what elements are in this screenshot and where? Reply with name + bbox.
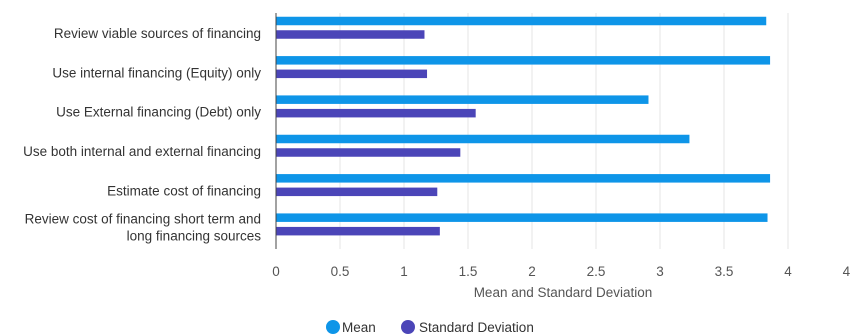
x-tick-label: 0 <box>272 264 280 279</box>
category-label: Review viable sources of financing <box>54 26 261 41</box>
category-labels: Review viable sources of financing Use in… <box>23 26 261 244</box>
bar-standard-deviation <box>276 108 476 118</box>
x-tick-label: 2 <box>528 264 536 279</box>
x-tick-label: 0.5 <box>331 264 350 279</box>
legend: Mean Standard Deviation <box>326 320 534 335</box>
bar-mean <box>276 95 649 104</box>
bar-standard-deviation <box>276 148 461 157</box>
bar-mean <box>276 134 690 144</box>
x-tick-label: 4.5 <box>843 264 850 279</box>
legend-marker-mean <box>326 320 340 334</box>
bar-mean <box>276 213 768 222</box>
x-tick-label: 2.5 <box>587 264 606 279</box>
bar-standard-deviation <box>276 187 438 197</box>
category-label: long financing sources <box>127 229 262 244</box>
bar-standard-deviation <box>276 69 428 79</box>
x-tick-label: 3 <box>656 264 664 279</box>
category-label: Estimate cost of financing <box>107 183 261 198</box>
legend-marker-standard-deviation <box>401 320 415 334</box>
x-tick-labels: 0 0.5 1 1.5 2 2.5 3 3.5 4 4.5 <box>272 264 850 279</box>
category-label: Use internal financing (Equity) only <box>52 65 261 80</box>
bar-mean <box>276 174 771 183</box>
category-label: Use External financing (Debt) only <box>56 105 261 120</box>
category-label: Review cost of financing short term and <box>25 212 261 227</box>
x-tick-label: 4 <box>784 264 792 279</box>
gridlines <box>339 13 789 249</box>
bars <box>276 16 771 236</box>
legend-label-mean: Mean <box>342 320 376 335</box>
legend-label-standard-deviation: Standard Deviation <box>419 320 534 335</box>
bar-standard-deviation <box>276 30 425 39</box>
category-label: Use both internal and external financing <box>23 144 261 159</box>
x-axis-title: Mean and Standard Deviation <box>474 285 653 300</box>
x-tick-label: 3.5 <box>715 264 734 279</box>
bar-mean <box>276 16 767 26</box>
bar-mean <box>276 56 771 65</box>
x-tick-label: 1 <box>400 264 408 279</box>
bar-standard-deviation <box>276 226 440 236</box>
x-tick-label: 1.5 <box>459 264 478 279</box>
